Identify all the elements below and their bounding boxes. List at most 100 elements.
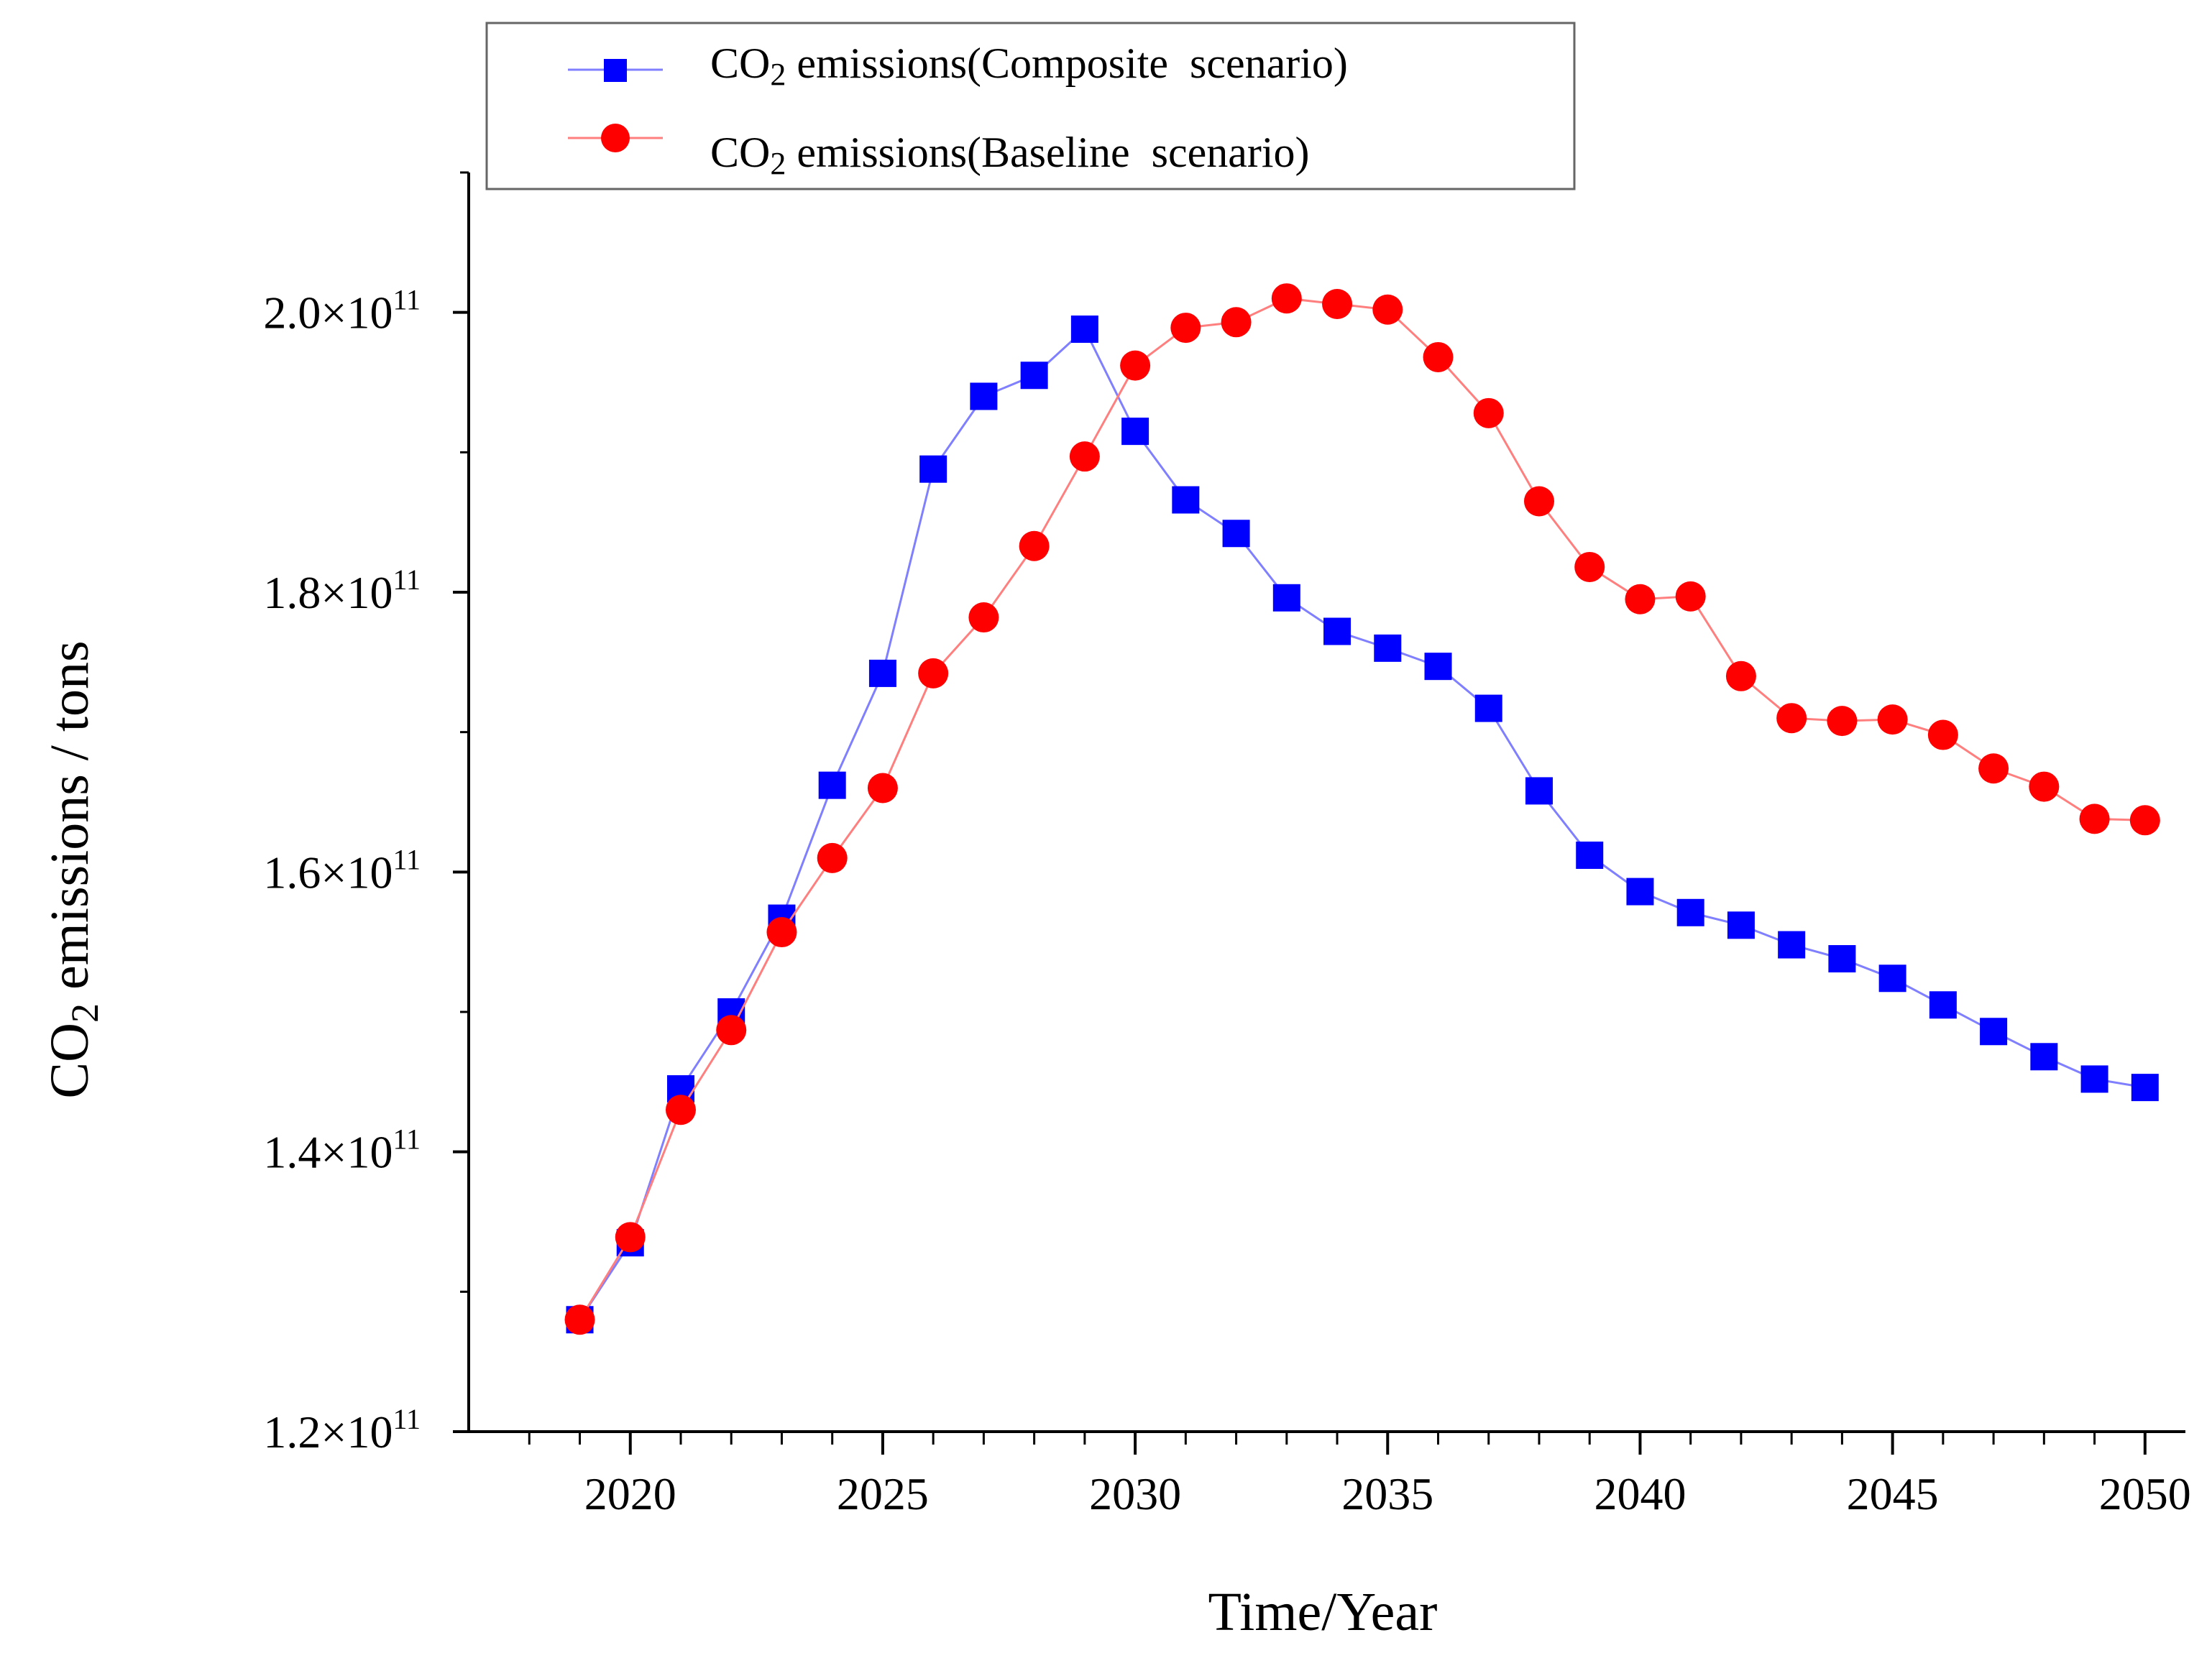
data-point-0-2035 (1374, 634, 1402, 662)
y-axis-title-prefix: CO (40, 1023, 100, 1099)
y-axis-title-suffix: emissions / tons (40, 640, 100, 1003)
data-point-1-2036 (1423, 341, 1454, 372)
data-point-1-2045 (1877, 704, 1908, 735)
x-tick-label-2025: 2025 (837, 1468, 929, 1519)
legend: CO2 emissions(Composite scenario) CO2 em… (485, 22, 1576, 190)
series-layer (564, 283, 2160, 1335)
y-tick-label-1.2: 1.2×1011 (263, 1403, 421, 1458)
x-tick-label-2035: 2035 (1341, 1468, 1433, 1519)
data-point-0-2030 (1121, 418, 1149, 446)
data-point-0-2029 (1070, 316, 1098, 344)
data-point-0-2046 (1929, 991, 1957, 1019)
legend-marker-baseline (601, 124, 630, 152)
data-point-0-2036 (1424, 653, 1452, 681)
data-point-0-2033 (1272, 584, 1300, 612)
data-point-1-2042 (1725, 660, 1756, 691)
x-tick-label-2040: 2040 (1594, 1468, 1686, 1519)
data-point-1-2029 (1069, 441, 1100, 472)
data-point-1-2026 (918, 658, 949, 689)
legend-label-baseline-prefix: CO (710, 129, 770, 176)
data-point-1-2034 (1322, 288, 1353, 319)
data-point-0-2034 (1323, 617, 1351, 645)
legend-item-baseline: CO2 emissions(Baseline scenario) (568, 124, 1310, 181)
data-point-1-2046 (1927, 719, 1958, 750)
data-point-1-2020 (615, 1222, 646, 1253)
data-point-1-2019 (564, 1304, 595, 1335)
data-point-1-2037 (1473, 397, 1504, 428)
legend-label-composite-suffix: emissions(Composite scenario) (786, 40, 1348, 87)
data-point-1-2040 (1625, 584, 1656, 614)
data-point-1-2032 (1221, 307, 1252, 338)
data-point-1-2049 (2079, 804, 2110, 834)
y-tick-label-1.6: 1.6×1011 (263, 843, 421, 898)
legend-label-composite-subscript: 2 (770, 57, 786, 92)
y-axis-title-subscript: 2 (63, 1003, 106, 1023)
data-point-0-2047 (1980, 1018, 2008, 1046)
axes (467, 172, 2185, 1433)
data-point-1-2027 (968, 602, 999, 633)
y-tick-label-2.0: 2.0×1011 (263, 284, 421, 339)
data-point-0-2032 (1222, 520, 1250, 548)
data-point-0-2024 (818, 771, 846, 799)
data-point-0-2050 (2131, 1074, 2159, 1102)
data-point-1-2031 (1170, 313, 1201, 344)
data-point-0-2027 (970, 382, 998, 410)
series-0 (566, 316, 2159, 1334)
y-tick-label-1.4: 1.4×1011 (263, 1123, 421, 1178)
data-point-1-2038 (1523, 486, 1554, 517)
data-point-1-2033 (1271, 283, 1302, 314)
data-point-1-2035 (1372, 294, 1403, 325)
data-point-1-2050 (2129, 805, 2160, 836)
data-point-0-2048 (2030, 1043, 2058, 1071)
data-point-1-2030 (1120, 350, 1151, 381)
y-axis-title: CO2 emissions / tons (40, 640, 106, 1098)
legend-marker-composite (604, 59, 627, 82)
series-1 (564, 283, 2160, 1335)
x-ticks: 2020 2025 2030 2035 2040 2045 2050 (528, 1432, 2191, 1519)
data-point-0-2045 (1878, 964, 1906, 993)
data-point-1-2024 (817, 842, 848, 873)
legend-label-composite-prefix: CO (710, 40, 770, 87)
data-point-1-2025 (867, 773, 898, 804)
y-ticks: 1.2×1011 1.4×1011 1.6×1011 1.8×1011 2.0×1011 (263, 171, 469, 1458)
data-point-0-2040 (1626, 878, 1654, 906)
data-point-0-2037 (1474, 694, 1502, 722)
x-tick-label-2045: 2045 (1847, 1468, 1939, 1519)
x-tick-label-2050: 2050 (2099, 1468, 2191, 1519)
series-line-1 (579, 297, 2145, 1321)
data-point-1-2028 (1019, 530, 1050, 561)
data-point-0-2042 (1727, 911, 1755, 939)
data-point-1-2021 (665, 1095, 696, 1125)
data-point-0-2039 (1576, 841, 1604, 869)
data-point-0-2044 (1828, 945, 1856, 973)
data-point-1-2023 (766, 917, 797, 948)
legend-label-composite: CO2 emissions(Composite scenario) (710, 40, 1348, 92)
data-point-0-2031 (1172, 486, 1200, 514)
x-tick-label-2020: 2020 (584, 1468, 676, 1519)
legend-item-composite: CO2 emissions(Composite scenario) (568, 40, 1348, 92)
x-tick-label-2030: 2030 (1089, 1468, 1181, 1519)
data-point-0-2041 (1676, 898, 1704, 926)
data-point-0-2028 (1020, 362, 1048, 390)
data-point-1-2043 (1776, 703, 1807, 734)
data-point-1-2048 (2029, 771, 2060, 802)
legend-box (485, 22, 1576, 190)
data-point-0-2043 (1778, 931, 1806, 959)
data-point-0-2026 (919, 455, 947, 483)
data-point-0-2049 (2080, 1065, 2108, 1093)
data-point-0-2025 (868, 659, 896, 687)
y-tick-label-1.8: 1.8×1011 (263, 563, 421, 618)
data-point-1-2039 (1574, 551, 1605, 582)
data-point-1-2044 (1827, 706, 1858, 737)
data-point-1-2022 (716, 1015, 747, 1046)
data-point-1-2047 (1978, 753, 2009, 784)
legend-label-baseline-subscript: 2 (770, 146, 786, 181)
series-line-0 (579, 327, 2146, 1321)
data-point-0-2038 (1525, 777, 1553, 805)
data-point-1-2041 (1675, 581, 1706, 612)
legend-label-baseline-suffix: emissions(Baseline scenario) (786, 129, 1309, 176)
legend-label-baseline: CO2 emissions(Baseline scenario) (710, 129, 1310, 181)
x-axis-title: Time/Year (1208, 1582, 1438, 1642)
